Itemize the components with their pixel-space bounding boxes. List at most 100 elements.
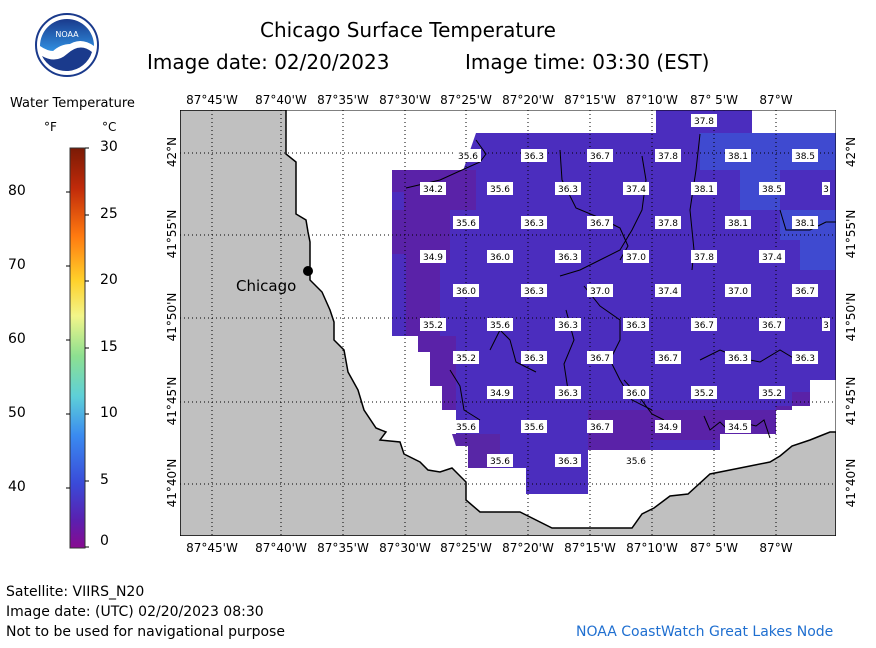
svg-text:34.9: 34.9 — [658, 423, 678, 433]
svg-text:36.3: 36.3 — [558, 185, 578, 195]
temperature-value: 36.3 — [521, 351, 547, 364]
svg-text:36.7: 36.7 — [590, 152, 610, 162]
temperature-value: 36.7 — [587, 420, 613, 433]
legend-c-tick: 5 — [100, 472, 109, 488]
temperature-value: 34.2 — [420, 182, 446, 195]
temperature-value: 34.5 — [725, 420, 751, 433]
svg-text:36.3: 36.3 — [524, 152, 544, 162]
lon-label-top: 87°20'W — [502, 93, 554, 107]
legend-f-tick: 40 — [8, 479, 26, 495]
temperature-value: 36.7 — [655, 351, 681, 364]
svg-text:38.1: 38.1 — [795, 219, 815, 229]
lat-label-left: 41°40'N — [165, 458, 179, 508]
svg-text:34.9: 34.9 — [423, 253, 443, 263]
temperature-value: 36.3 — [521, 216, 547, 229]
legend-c-tick: 15 — [100, 339, 118, 355]
svg-text:37.0: 37.0 — [728, 287, 748, 297]
svg-text:36.0: 36.0 — [490, 253, 510, 263]
lon-label-top: 87°15'W — [564, 93, 616, 107]
svg-text:35.6: 35.6 — [524, 423, 544, 433]
svg-text:36.3: 36.3 — [558, 321, 578, 331]
svg-text:35.2: 35.2 — [694, 389, 714, 399]
lon-label-bottom: 87°15'W — [564, 541, 616, 555]
svg-text:36.3: 36.3 — [558, 253, 578, 263]
lon-label-top: 87°40'W — [255, 93, 307, 107]
svg-text:37.4: 37.4 — [762, 253, 782, 263]
svg-text:34.5: 34.5 — [728, 423, 748, 433]
svg-text:38.1: 38.1 — [728, 219, 748, 229]
lon-label-bottom: 87°10'W — [626, 541, 678, 555]
lat-label-left: 42°N — [165, 136, 179, 168]
lat-label-right: 41°55'N — [844, 209, 858, 259]
svg-text:36.7: 36.7 — [658, 354, 678, 364]
temperature-value: 37.8 — [655, 149, 681, 162]
legend-title: Water Temperature — [10, 96, 135, 111]
temperature-color-scale — [66, 147, 89, 549]
lon-label-bottom: 87°45'W — [186, 541, 238, 555]
city-label: Chicago — [236, 277, 296, 295]
image-time: Image time: 03:30 (EST) — [465, 50, 710, 74]
temperature-value: 35.6 — [623, 454, 649, 467]
temperature-value: 3 — [822, 318, 830, 331]
lon-label-bottom: 87°W — [759, 541, 793, 555]
lon-label-top: 87°25'W — [440, 93, 492, 107]
temperature-value: 35.2 — [420, 318, 446, 331]
svg-text:34.2: 34.2 — [423, 185, 443, 195]
credit-line: NOAA CoastWatch Great Lakes Node — [576, 624, 834, 640]
lon-label-bottom: 87°30'W — [379, 541, 431, 555]
chicago-marker — [303, 266, 313, 276]
temperature-value: 34.9 — [655, 420, 681, 433]
svg-text:37.4: 37.4 — [658, 287, 678, 297]
temperature-value: 37.4 — [623, 182, 649, 195]
svg-text:36.7: 36.7 — [762, 321, 782, 331]
svg-text:35.6: 35.6 — [456, 423, 476, 433]
temperature-value: 35.6 — [487, 318, 513, 331]
svg-text:35.2: 35.2 — [762, 389, 782, 399]
temperature-value: 36.7 — [691, 318, 717, 331]
svg-text:37.8: 37.8 — [658, 152, 678, 162]
svg-text:38.1: 38.1 — [728, 152, 748, 162]
temperature-value: 36.0 — [623, 386, 649, 399]
svg-text:37.0: 37.0 — [590, 287, 610, 297]
temperature-value: 37.8 — [655, 216, 681, 229]
svg-text:35.6: 35.6 — [456, 219, 476, 229]
svg-text:36.3: 36.3 — [524, 287, 544, 297]
legend-f-tick: 50 — [8, 405, 26, 421]
temperature-value: 36.3 — [792, 351, 818, 364]
lat-label-left: 41°55'N — [165, 209, 179, 259]
lon-label-top: 87° 5'W — [690, 93, 738, 107]
legend-f-tick: 80 — [8, 183, 26, 199]
svg-text:35.6: 35.6 — [626, 457, 646, 467]
svg-text:36.3: 36.3 — [558, 389, 578, 399]
svg-text:36.3: 36.3 — [524, 354, 544, 364]
temperature-value: 36.7 — [587, 216, 613, 229]
svg-text:36.3: 36.3 — [728, 354, 748, 364]
temperature-value: 38.1 — [691, 182, 717, 195]
temperature-map: 37.8 35.6 36.3 36.7 37.8 38.1 38.5 34.2 35.6 36.3… — [180, 110, 836, 536]
disclaimer: Not to be used for navigational purpose — [6, 624, 285, 640]
svg-text:36.3: 36.3 — [626, 321, 646, 331]
satellite-name: Satellite: VIIRS_N20 — [6, 584, 145, 600]
legend-unit-c: °C — [102, 120, 117, 134]
temperature-value: 36.7 — [792, 284, 818, 297]
legend-c-tick: 25 — [100, 206, 118, 222]
temperature-value: 34.9 — [420, 250, 446, 263]
svg-text:36.7: 36.7 — [694, 321, 714, 331]
temperature-value: 38.5 — [792, 149, 818, 162]
temperature-value: 36.0 — [487, 250, 513, 263]
svg-text:36.7: 36.7 — [590, 354, 610, 364]
svg-text:36.3: 36.3 — [795, 354, 815, 364]
svg-text:37.0: 37.0 — [626, 253, 646, 263]
svg-text:35.6: 35.6 — [490, 457, 510, 467]
utc-image-date: Image date: (UTC) 02/20/2023 08:30 — [6, 604, 264, 620]
temperature-value: 36.0 — [453, 284, 479, 297]
svg-text:36.7: 36.7 — [590, 423, 610, 433]
temperature-value: 36.3 — [725, 351, 751, 364]
temperature-value: 38.1 — [792, 216, 818, 229]
legend-f-tick: 60 — [8, 331, 26, 347]
temperature-value: 36.3 — [521, 149, 547, 162]
temperature-value: 35.2 — [759, 386, 785, 399]
svg-text:3: 3 — [823, 321, 829, 331]
lon-label-top: 87°30'W — [379, 93, 431, 107]
temperature-value: 37.4 — [759, 250, 785, 263]
